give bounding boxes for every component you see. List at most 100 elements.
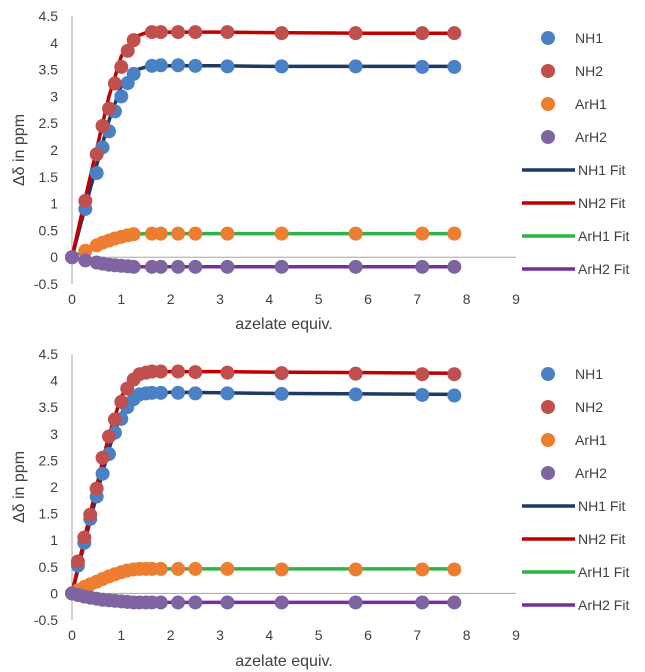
- legend-label-nh2-fit: NH2 Fit: [578, 195, 626, 211]
- legend-label-arh2: ArH2: [575, 465, 607, 481]
- x-tick-label: 3: [216, 627, 224, 643]
- legend-label-nh2: NH2: [575, 399, 603, 415]
- y-tick-label: 4.5: [39, 346, 59, 362]
- data-point-nh2: [77, 530, 92, 545]
- legend-marker-nh2: [541, 64, 555, 78]
- data-point-nh1: [171, 58, 186, 73]
- data-point-nh2: [348, 366, 363, 381]
- legend-label-arh1-fit: ArH1 Fit: [578, 228, 629, 244]
- data-point-nh2: [89, 147, 104, 162]
- y-tick-label: 2.5: [39, 452, 59, 468]
- data-point-nh1: [153, 58, 168, 73]
- y-tick-label: 1.5: [39, 506, 59, 522]
- x-tick-label: 8: [463, 291, 471, 307]
- legend-marker-nh1: [541, 367, 555, 381]
- legend-label-arh2-fit: ArH2 Fit: [578, 597, 629, 613]
- legend-label-nh1-fit: NH1 Fit: [578, 498, 626, 514]
- y-tick-label: 3.5: [39, 399, 59, 415]
- data-point-nh2: [220, 25, 235, 40]
- x-tick-label: 0: [68, 291, 76, 307]
- data-point-arh1: [220, 226, 235, 241]
- y-tick-label: 0.5: [39, 222, 59, 238]
- x-tick-label: 1: [117, 291, 125, 307]
- data-point-nh2: [447, 367, 462, 382]
- y-tick-label: 0.5: [39, 559, 59, 575]
- legend-marker-nh2: [541, 400, 555, 414]
- x-tick-label: 5: [315, 627, 323, 643]
- data-point-nh1: [447, 59, 462, 74]
- data-point-nh2: [126, 33, 141, 48]
- data-point-arh2: [348, 259, 363, 274]
- data-point-arh2: [126, 259, 141, 274]
- data-point-arh2: [65, 250, 79, 265]
- data-point-nh2: [188, 365, 203, 380]
- legend-label-nh1-fit: NH1 Fit: [578, 162, 626, 178]
- data-point-nh1: [114, 89, 129, 104]
- data-point-arh2: [447, 259, 462, 274]
- x-tick-label: 6: [364, 291, 372, 307]
- data-point-arh2: [274, 259, 289, 274]
- data-point-nh2: [153, 25, 168, 40]
- data-point-nh2: [70, 554, 85, 569]
- data-point-arh1: [220, 561, 235, 576]
- x-tick-label: 4: [265, 627, 273, 643]
- data-point-nh2: [171, 364, 186, 379]
- data-point-nh2: [89, 481, 104, 496]
- data-point-nh1: [447, 388, 462, 403]
- y-tick-label: 4: [50, 35, 58, 51]
- data-point-arh1: [415, 562, 430, 577]
- data-point-nh2: [102, 429, 116, 444]
- data-point-arh1: [274, 562, 289, 577]
- data-point-arh1: [188, 561, 203, 576]
- data-point-nh1: [348, 59, 363, 74]
- data-point-nh1: [188, 58, 203, 73]
- data-point-nh1: [220, 386, 235, 401]
- data-point-nh1: [89, 166, 104, 181]
- legend-label-nh2-fit: NH2 Fit: [578, 531, 626, 547]
- data-point-arh1: [188, 226, 203, 241]
- legend-label-nh1: NH1: [575, 30, 603, 46]
- y-tick-label: 4: [50, 373, 58, 389]
- data-point-nh2: [102, 101, 116, 116]
- data-point-nh2: [114, 394, 129, 409]
- data-point-arh1: [171, 561, 186, 576]
- chart-panel-2: -0.5 0 0.5 1 1.5 2 2.5 3 3.5 4 4.5 0 1 2 3 4 5 6 7 8 9 azelat…: [11, 346, 629, 670]
- x-tick-label: 1: [117, 627, 125, 643]
- data-point-nh2: [171, 25, 186, 40]
- data-point-nh2: [120, 43, 135, 58]
- data-point-nh2: [114, 59, 129, 74]
- data-point-nh2: [95, 118, 110, 133]
- data-point-arh1: [274, 226, 289, 241]
- data-point-nh1: [348, 387, 363, 402]
- x-tick-label: 5: [315, 291, 323, 307]
- series-line-nh1-fit: [70, 390, 455, 594]
- legend-marker-arh1: [541, 97, 555, 111]
- data-point-nh2: [274, 366, 289, 381]
- legend-label-arh2: ArH2: [575, 129, 607, 145]
- data-point-arh2: [188, 259, 203, 274]
- data-point-nh1: [274, 386, 289, 401]
- data-point-nh2: [78, 193, 93, 208]
- x-tick-label: 2: [167, 627, 175, 643]
- data-point-nh2: [274, 26, 289, 41]
- x-axis-title: azelate equiv.: [235, 653, 333, 670]
- data-point-arh2: [171, 595, 186, 610]
- legend-marker-arh2: [541, 130, 555, 144]
- data-point-arh1: [348, 226, 363, 241]
- y-tick-label: 3.5: [39, 62, 59, 78]
- data-point-arh2: [188, 595, 203, 610]
- legend-label-arh2-fit: ArH2 Fit: [578, 261, 629, 277]
- data-point-nh1: [171, 385, 186, 400]
- x-tick-label: 4: [265, 291, 273, 307]
- data-point-arh2: [78, 253, 93, 268]
- data-point-arh2: [274, 595, 289, 610]
- data-point-nh2: [107, 412, 122, 427]
- data-point-nh1: [415, 387, 430, 402]
- data-point-arh2: [415, 595, 430, 610]
- legend-marker-arh2: [541, 466, 555, 480]
- y-tick-label: 1: [50, 532, 58, 548]
- data-point-nh1: [153, 385, 168, 400]
- x-tick-label: 3: [216, 291, 224, 307]
- data-point-arh1: [78, 243, 93, 258]
